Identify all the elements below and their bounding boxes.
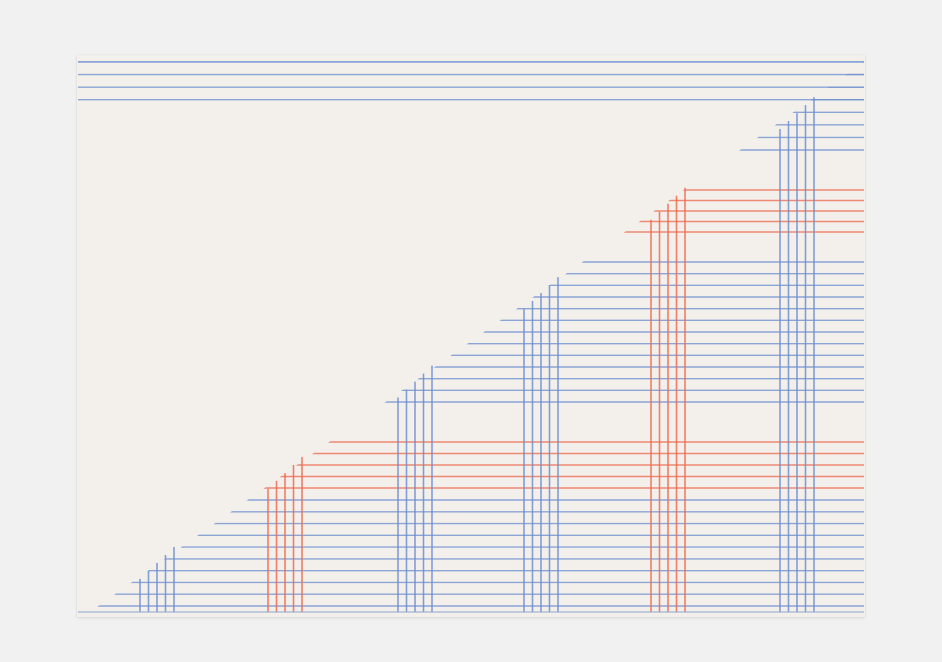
vertical-lines-group [139,97,815,612]
horizontal-lines-group [78,61,864,612]
blank-triangle-area [78,62,864,612]
